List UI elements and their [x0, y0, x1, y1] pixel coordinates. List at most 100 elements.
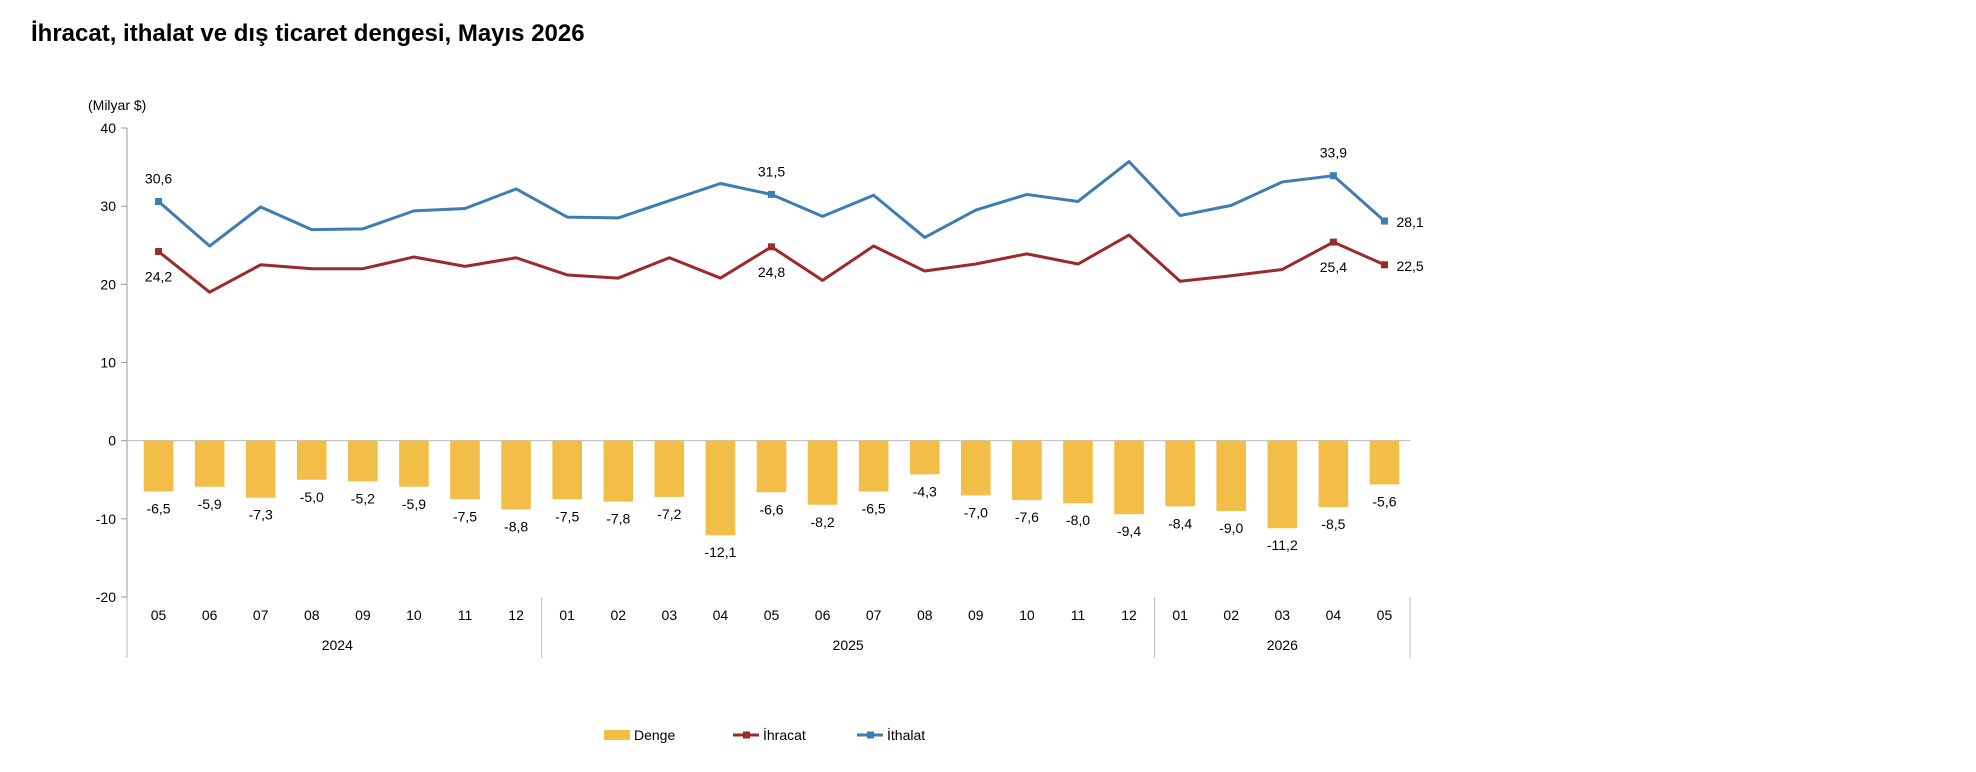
marker-ihracat	[1380, 261, 1388, 269]
bar-denge-10	[1012, 440, 1042, 501]
bar-data-label: -8,5	[1321, 516, 1345, 532]
line-data-label: 24,2	[145, 269, 172, 285]
x-tick-label: 06	[815, 607, 831, 623]
bar-denge-03	[654, 440, 685, 497]
x-tick-label: 10	[406, 607, 422, 623]
bar-data-label: -8,2	[811, 514, 835, 530]
bar-denge-11	[450, 440, 480, 500]
legend-marker-ithalat	[867, 731, 874, 739]
bar-data-label: -5,2	[351, 490, 375, 506]
bar-data-label: -7,5	[453, 508, 477, 524]
bar-denge-04	[705, 440, 736, 536]
x-tick-label: 05	[764, 607, 780, 623]
legend-marker-ihracat	[743, 731, 750, 739]
line-data-label: 22,5	[1396, 258, 1423, 274]
bar-data-label: -6,6	[759, 501, 783, 517]
bar-data-label: -9,0	[1219, 520, 1243, 536]
bar-data-label: -7,0	[964, 504, 988, 520]
bar-denge-09	[961, 440, 991, 496]
y-tick-label: 30	[100, 198, 116, 214]
y-tick-label: -10	[96, 511, 116, 527]
bar-data-label: -7,3	[249, 507, 273, 523]
x-group-label: 2026	[1267, 637, 1298, 653]
y-axis-unit-label: (Milyar $)	[88, 97, 146, 113]
bar-data-label: -6,5	[146, 500, 170, 516]
line-data-label: 24,8	[758, 264, 785, 280]
legend-label-ihracat: İhracat	[763, 726, 806, 743]
y-tick-label: 10	[100, 355, 116, 371]
page-title: İhracat, ithalat ve dış ticaret dengesi,…	[31, 20, 585, 47]
x-tick-label: 05	[1377, 607, 1393, 623]
x-tick-label: 02	[610, 607, 626, 623]
legend-label-ithalat: İthalat	[887, 726, 925, 743]
bar-denge-05	[143, 440, 174, 492]
marker-ithalat	[1380, 217, 1388, 225]
bar-data-label: -7,6	[1015, 509, 1039, 525]
bar-denge-09	[348, 440, 378, 482]
x-tick-label: 02	[1223, 607, 1239, 623]
marker-ithalat	[768, 190, 775, 198]
marker-ihracat	[768, 243, 775, 251]
bar-denge-12	[1114, 440, 1144, 515]
x-tick-label: 10	[1019, 607, 1035, 623]
x-tick-label: 04	[713, 607, 729, 623]
bar-data-label: -7,5	[555, 508, 579, 524]
bar-data-label: -12,1	[704, 544, 736, 560]
bar-data-label: -5,0	[300, 489, 324, 505]
line-data-label: 31,5	[758, 163, 785, 179]
marker-ithalat	[155, 197, 163, 205]
bar-data-label: -8,4	[1168, 515, 1192, 531]
marker-ihracat	[155, 248, 163, 256]
y-tick-label: -20	[96, 589, 116, 605]
bar-data-label: -9,4	[1117, 523, 1141, 539]
bar-denge-05	[756, 440, 787, 493]
x-tick-label: 06	[202, 607, 218, 623]
bar-denge-07	[245, 440, 276, 498]
bar-denge-06	[194, 440, 225, 487]
x-tick-label: 07	[866, 607, 882, 623]
x-tick-label: 11	[1071, 607, 1086, 623]
bar-denge-08	[296, 440, 327, 480]
bar-data-label: -11,2	[1267, 537, 1298, 553]
x-tick-label: 12	[1121, 607, 1137, 623]
bar-denge-03	[1267, 440, 1298, 529]
line-data-label: 33,9	[1320, 145, 1347, 161]
x-tick-label: 08	[917, 607, 933, 623]
bar-data-label: -6,5	[862, 500, 886, 516]
x-tick-label: 09	[968, 607, 984, 623]
bar-denge-07	[858, 440, 889, 492]
y-tick-label: 0	[108, 433, 116, 449]
x-tick-label: 08	[304, 607, 320, 623]
bar-data-label: -7,2	[657, 506, 681, 522]
bar-data-label: -5,9	[402, 496, 426, 512]
bar-denge-04	[1318, 440, 1349, 508]
legend-label-denge: Denge	[634, 727, 675, 743]
bar-denge-05	[1369, 440, 1400, 485]
x-tick-label: 09	[355, 607, 371, 623]
x-tick-label: 07	[253, 607, 269, 623]
bar-denge-01	[1165, 440, 1195, 507]
line-data-label: 25,4	[1320, 259, 1347, 275]
bar-denge-02	[603, 440, 634, 502]
bar-data-label: -5,6	[1372, 493, 1396, 509]
bar-data-label: -8,8	[504, 518, 528, 534]
bar-denge-08	[909, 440, 940, 475]
line-data-label: 28,1	[1396, 214, 1423, 230]
x-tick-label: 01	[559, 607, 575, 623]
bar-denge-10	[399, 440, 429, 487]
legend-swatch-denge	[604, 730, 630, 740]
x-tick-label: 04	[1326, 607, 1342, 623]
marker-ithalat	[1329, 172, 1337, 180]
line-data-label: 30,6	[145, 170, 172, 186]
x-group-label: 2025	[833, 637, 864, 653]
bar-data-label: -5,9	[198, 496, 222, 512]
bar-denge-06	[807, 440, 838, 505]
x-tick-label: 05	[151, 607, 167, 623]
x-tick-label: 03	[662, 607, 678, 623]
x-tick-label: 12	[508, 607, 524, 623]
bar-data-label: -7,8	[606, 511, 630, 527]
x-tick-label: 03	[1275, 607, 1291, 623]
bar-data-label: -4,3	[913, 483, 937, 499]
x-tick-label: 11	[458, 607, 473, 623]
